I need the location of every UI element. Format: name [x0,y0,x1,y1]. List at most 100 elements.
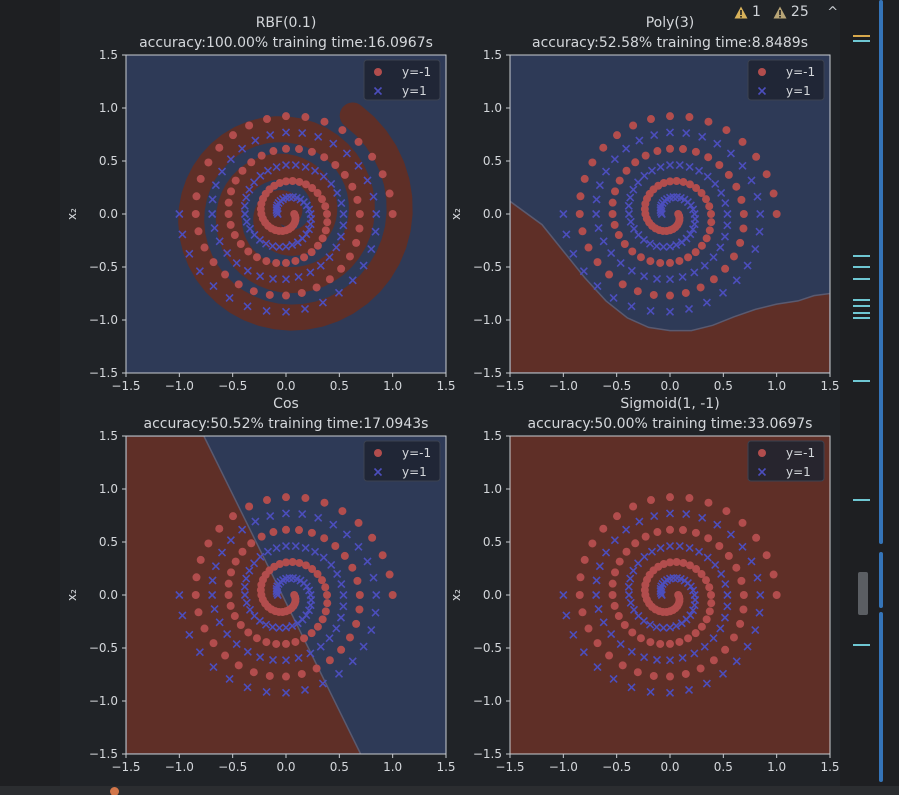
scroll-gutter[interactable] [848,0,899,786]
point-pos [723,209,732,219]
inspection-widget[interactable]: 1 25 ^ ⌄ [734,2,861,22]
point-neg [262,638,271,647]
point-pos [334,288,344,297]
point-neg [705,607,714,616]
point-neg [301,180,310,189]
scrollbar-thumb[interactable] [858,572,868,615]
point-neg [229,512,238,521]
error-stripe-marker[interactable] [853,317,870,319]
point-neg [772,591,781,599]
point-neg [215,143,224,152]
point-pos [756,590,765,600]
warning-icon [734,6,748,18]
point-neg [245,121,254,130]
point-pos [624,582,633,591]
y-tick-label: 1.0 [99,101,118,115]
point-pos [281,509,291,518]
point-pos [640,171,649,180]
point-neg [705,583,714,592]
error-stripe-marker[interactable] [853,278,870,280]
point-pos [223,630,232,639]
y-tick-label: 1.0 [99,482,118,496]
error-stripe-marker[interactable] [853,380,870,382]
point-pos [266,130,275,140]
point-pos [302,611,311,620]
point-neg [307,528,316,537]
point-neg [191,591,200,599]
point-neg [721,645,730,654]
point-pos [245,605,255,614]
point-pos [703,553,712,562]
point-neg [236,240,245,249]
point-pos [250,559,259,568]
error-stripe-marker[interactable] [853,255,870,257]
y-tick-label: 1.0 [483,101,502,115]
point-pos [281,242,291,251]
point-pos [690,209,699,219]
point-neg [196,555,205,564]
point-pos [726,530,735,539]
legend-label: y=-1 [786,446,815,460]
error-stripe-marker[interactable] [853,299,870,301]
point-pos [243,302,252,311]
point-pos [592,590,601,600]
point-neg [608,591,617,599]
error-stripe-marker[interactable] [853,644,870,646]
point-pos [665,623,675,632]
point-pos [261,239,271,248]
point-neg [679,145,688,154]
point-neg [666,672,674,681]
subplot-title: Cos [273,396,299,412]
point-neg [605,270,614,279]
point-neg [576,192,585,201]
point-neg [709,275,718,284]
point-pos [359,261,368,270]
error-stripe-marker[interactable] [853,312,870,314]
point-neg [702,576,711,585]
point-neg [331,160,340,169]
point-neg [729,633,738,642]
point-neg [194,227,203,236]
point-pos [599,237,608,246]
point-neg [666,525,674,534]
point-neg [245,502,254,511]
point-pos [646,687,655,697]
point-neg [238,547,247,556]
point-pos [268,655,278,665]
point-pos [215,618,224,627]
point-pos [306,209,315,219]
point-pos [242,574,251,583]
point-neg [269,147,278,156]
point-neg [702,234,711,243]
error-stripe-marker[interactable] [853,266,870,268]
point-neg [593,639,602,648]
error-stripe-marker[interactable] [853,40,870,42]
legend: y=-1 y=1 [747,59,825,101]
point-pos [226,155,235,164]
point-pos [629,224,639,233]
point-pos [656,162,665,172]
point-neg [578,608,587,617]
point-neg [269,528,278,537]
error-stripe-marker[interactable] [853,305,870,307]
y-tick-label: 1.0 [483,482,502,496]
weak-warning-count: 25 [790,4,809,20]
point-pos [226,536,235,545]
error-stripe-marker[interactable] [853,35,870,37]
legend-marker-pos [757,467,767,477]
point-neg [345,252,354,261]
point-pos [755,608,764,617]
error-stripe-marker[interactable] [853,499,870,501]
point-neg [707,591,716,599]
point-pos [302,230,311,239]
point-pos [595,181,604,190]
point-pos [281,128,291,137]
point-neg [692,565,701,574]
point-neg [221,270,230,279]
point-neg [307,248,316,257]
previous-highlight-button[interactable]: ^ [827,4,839,20]
point-neg [736,238,745,247]
point-neg [378,551,387,560]
point-pos [665,275,675,284]
point-pos [703,172,712,181]
